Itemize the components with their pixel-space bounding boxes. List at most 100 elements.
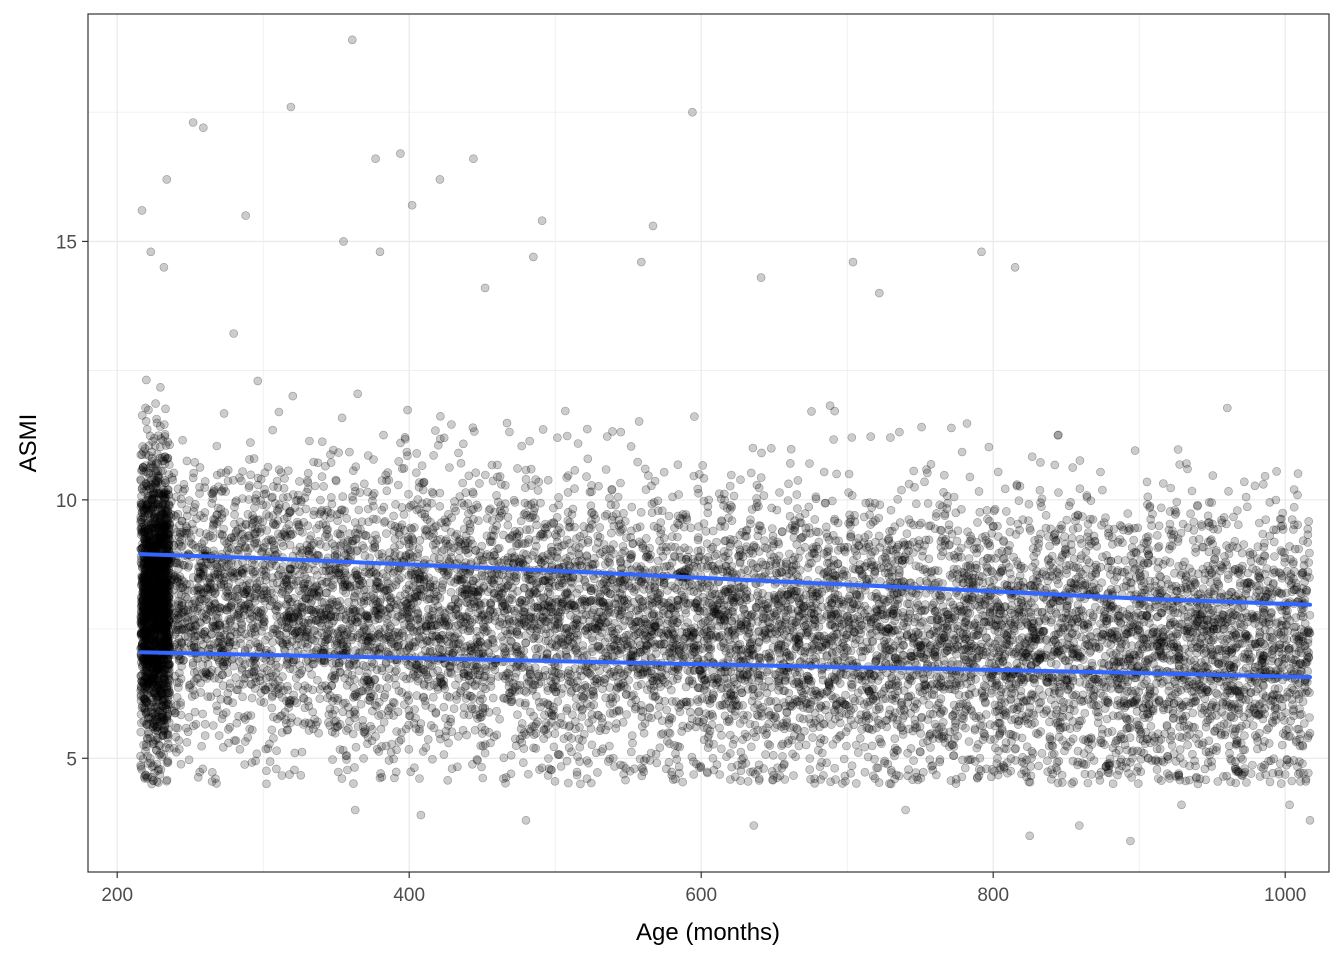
data-point	[314, 728, 323, 738]
data-point	[1246, 769, 1256, 778]
data-point	[1154, 541, 1164, 551]
data-point	[708, 526, 718, 536]
data-point	[342, 726, 351, 735]
data-point	[909, 756, 918, 765]
grid-major	[88, 14, 1329, 872]
data-point	[223, 465, 233, 475]
data-point	[1034, 761, 1043, 771]
data-point	[1270, 552, 1279, 561]
data-point	[761, 750, 770, 759]
data-point	[1096, 467, 1105, 477]
data-point	[605, 558, 615, 568]
data-point	[673, 460, 683, 470]
data-point	[447, 602, 457, 611]
data-point	[538, 614, 548, 623]
data-point	[728, 739, 738, 749]
data-point	[456, 458, 466, 468]
data-point	[1305, 548, 1314, 558]
data-point	[756, 473, 766, 482]
data-point	[531, 744, 541, 753]
data-point	[888, 713, 897, 723]
data-point	[155, 591, 164, 601]
data-point	[492, 730, 502, 740]
data-point	[824, 712, 834, 721]
data-point	[827, 720, 836, 729]
data-point	[1190, 580, 1200, 589]
data-point	[886, 779, 896, 789]
data-point	[1064, 501, 1074, 511]
data-point	[1083, 778, 1093, 788]
data-point	[1052, 644, 1062, 654]
data-point	[249, 454, 259, 463]
data-points	[136, 35, 1315, 846]
data-point	[982, 505, 992, 515]
data-point	[345, 717, 354, 726]
data-point	[1098, 485, 1107, 495]
data-point	[200, 719, 210, 729]
data-point	[835, 622, 845, 632]
data-point	[495, 714, 504, 724]
data-point	[323, 634, 333, 644]
data-point	[1036, 458, 1045, 467]
data-point	[921, 576, 931, 586]
data-point	[1262, 632, 1271, 642]
data-point	[627, 731, 637, 740]
data-point	[527, 686, 537, 695]
data-point	[562, 703, 572, 713]
data-point	[1259, 639, 1268, 649]
data-point	[1258, 556, 1267, 566]
data-point	[285, 506, 295, 516]
data-point	[339, 641, 348, 651]
data-point	[265, 672, 275, 682]
data-point	[801, 740, 811, 750]
data-point	[1277, 616, 1287, 626]
data-point	[616, 478, 625, 488]
data-point	[827, 611, 837, 621]
data-point	[412, 449, 422, 458]
data-point	[667, 648, 677, 658]
data-point	[825, 401, 835, 411]
data-point	[1166, 483, 1175, 493]
data-point	[636, 647, 645, 657]
data-point	[1143, 492, 1153, 502]
data-point	[300, 718, 310, 728]
data-point	[1212, 624, 1222, 634]
data-point	[844, 488, 853, 497]
data-point	[267, 703, 277, 713]
data-point	[1087, 539, 1096, 548]
data-point	[1293, 469, 1303, 478]
data-point	[510, 498, 520, 507]
data-point	[671, 774, 680, 784]
data-point	[449, 704, 459, 714]
data-point	[445, 463, 454, 472]
data-point	[382, 529, 391, 538]
data-point	[162, 776, 171, 786]
data-point	[743, 670, 753, 680]
data-point	[262, 779, 271, 789]
data-point	[1144, 532, 1153, 541]
data-point	[161, 499, 171, 509]
data-point	[926, 729, 936, 738]
data-point	[1120, 556, 1130, 565]
data-point	[564, 743, 574, 752]
data-point	[382, 486, 392, 496]
data-point	[844, 469, 854, 479]
data-point	[632, 523, 642, 533]
data-point	[198, 709, 207, 719]
data-point	[415, 626, 425, 636]
data-point	[1172, 497, 1182, 507]
data-point	[917, 422, 926, 432]
data-point	[382, 683, 392, 692]
data-point	[773, 703, 783, 713]
data-point	[813, 527, 823, 537]
data-point	[813, 588, 823, 597]
data-point	[439, 568, 449, 577]
data-point	[255, 515, 264, 525]
data-point	[154, 658, 164, 668]
data-point	[151, 399, 160, 408]
data-point	[1223, 574, 1233, 584]
data-point	[1180, 612, 1189, 622]
data-point	[1281, 708, 1290, 717]
data-point	[423, 672, 432, 682]
data-point	[1006, 516, 1015, 526]
